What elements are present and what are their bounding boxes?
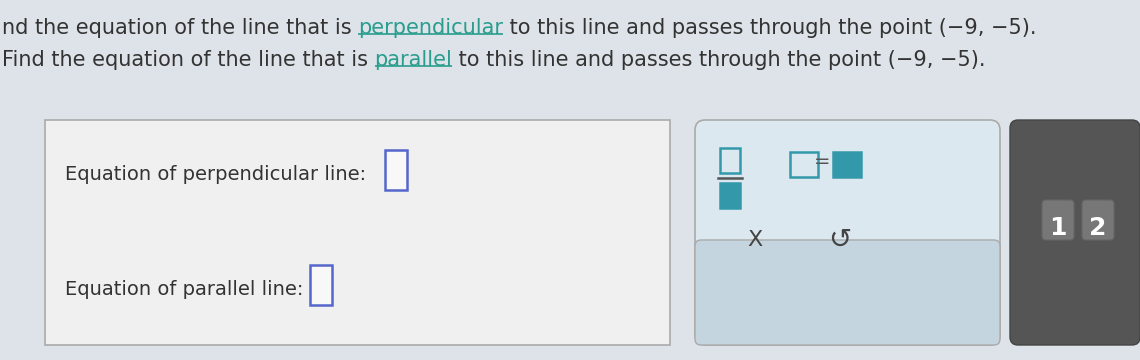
Bar <box>44 120 670 345</box>
Bar <box>720 183 740 208</box>
Text: Equation of parallel line:: Equation of parallel line: <box>65 280 303 299</box>
Text: parallel: parallel <box>375 50 453 70</box>
Text: ↺: ↺ <box>829 226 852 254</box>
Text: 2: 2 <box>1090 216 1107 240</box>
Text: to this line and passes through the point (−9, −5).: to this line and passes through the poin… <box>503 18 1036 38</box>
FancyBboxPatch shape <box>695 240 1000 345</box>
Text: =: = <box>814 153 830 171</box>
Bar <box>385 150 407 190</box>
FancyBboxPatch shape <box>695 120 1000 345</box>
Text: 1: 1 <box>1049 216 1067 240</box>
Bar <box>790 152 819 177</box>
FancyBboxPatch shape <box>1042 200 1074 240</box>
Bar <box>833 152 861 177</box>
Text: Find the equation of the line that is: Find the equation of the line that is <box>2 50 375 70</box>
Text: nd the equation of the line that is: nd the equation of the line that is <box>2 18 358 38</box>
Bar <box>310 265 332 305</box>
Text: perpendicular: perpendicular <box>358 18 503 38</box>
Text: to this line and passes through the point (−9, −5).: to this line and passes through the poin… <box>453 50 986 70</box>
Text: X: X <box>748 230 763 250</box>
Bar <box>720 148 740 173</box>
FancyBboxPatch shape <box>1010 120 1140 345</box>
FancyBboxPatch shape <box>1082 200 1114 240</box>
Text: Equation of perpendicular line:: Equation of perpendicular line: <box>65 165 366 184</box>
